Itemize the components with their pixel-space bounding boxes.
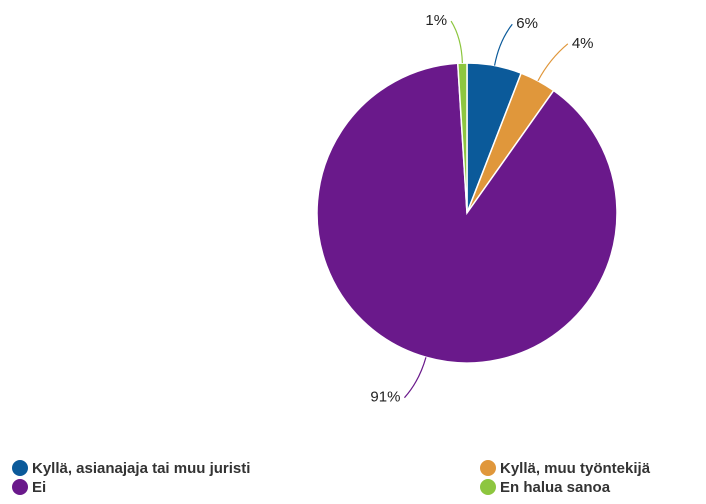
legend-label: Kyllä, muu työntekijä — [500, 460, 651, 477]
legend-label: En halua sanoa — [500, 479, 611, 496]
leader-line — [537, 43, 569, 82]
legend-label: Kyllä, asianajaja tai muu juristi — [32, 460, 250, 477]
data-label: 91% — [370, 389, 400, 406]
legend-swatch — [12, 479, 28, 495]
pie-slice — [456, 62, 468, 214]
leader-line — [450, 20, 463, 64]
legend-swatch — [12, 460, 28, 476]
legend-swatch — [480, 479, 496, 495]
legend-label: Ei — [32, 479, 46, 496]
data-label: 1% — [425, 12, 447, 29]
pie-slice — [316, 62, 618, 364]
legend-swatch — [480, 460, 496, 476]
leader-line — [493, 23, 513, 66]
data-label: 4% — [572, 35, 594, 52]
leader-line — [404, 357, 427, 399]
data-label: 6% — [516, 15, 538, 32]
